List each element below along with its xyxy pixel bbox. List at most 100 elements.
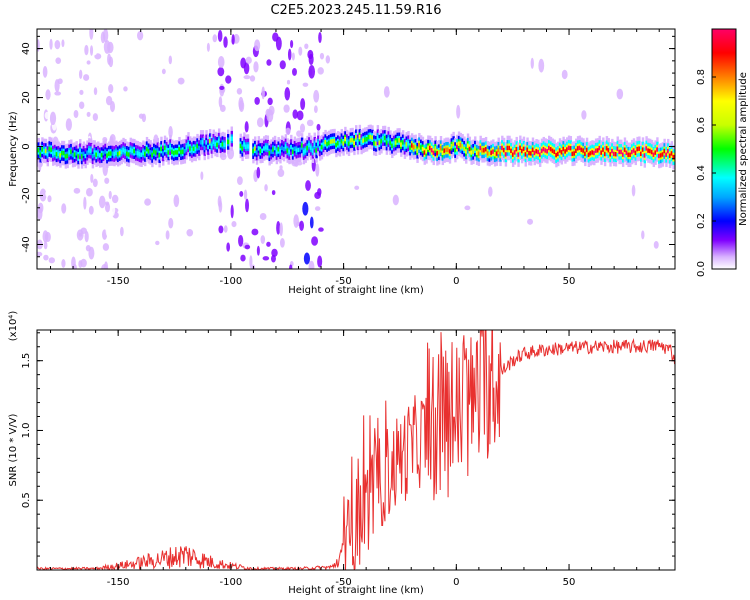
- ridge-cell: [364, 137, 367, 142]
- snr-line: [37, 330, 675, 570]
- ridge-cell: [486, 151, 490, 156]
- noise-speck: [111, 61, 116, 76]
- ridge-cell: [472, 149, 475, 155]
- noise-speck: [389, 82, 396, 95]
- noise-speck: [284, 87, 291, 101]
- ridge-cell: [167, 150, 170, 155]
- noise-speck: [105, 95, 113, 106]
- ridge-cell: [46, 151, 50, 157]
- ridge-cell: [282, 146, 286, 152]
- ridge-cell: [428, 145, 432, 151]
- ridge-cell: [584, 151, 587, 157]
- noise-speck: [123, 86, 128, 92]
- ridge-cell: [441, 150, 444, 156]
- ridge-cell: [82, 151, 86, 156]
- noise-speck: [287, 48, 292, 61]
- ridge-cell: [266, 145, 270, 150]
- ridge-cell: [216, 142, 219, 148]
- noise-speck: [61, 259, 66, 268]
- noise-speck: [141, 113, 147, 123]
- ridge-cell: [327, 140, 331, 146]
- ridge-cell: [324, 139, 327, 145]
- noise-speck: [45, 89, 51, 100]
- ridge-cell: [412, 145, 416, 150]
- noise-speck: [109, 203, 116, 217]
- ridge-cell: [564, 149, 567, 154]
- ridge-cell: [474, 146, 477, 151]
- ridge-cell: [636, 146, 639, 152]
- ridge-cell: [475, 150, 479, 155]
- noise-speck: [39, 188, 47, 202]
- colorbar-tick-label: 0.8: [696, 69, 707, 85]
- ridge-cell: [661, 152, 665, 157]
- ridge-cell: [625, 150, 628, 155]
- noise-speck: [37, 65, 44, 70]
- ridge-cell: [116, 152, 120, 157]
- noise-speck: [78, 69, 83, 79]
- colorbar-ticks: 0.0 0.2 0.4 0.6 0.8: [696, 69, 716, 277]
- ridge-cell: [203, 145, 206, 151]
- noise-speck: [102, 243, 110, 251]
- noise-speck: [354, 185, 360, 190]
- ridge-cell: [578, 145, 582, 151]
- ridge-cell: [246, 144, 250, 149]
- y-tick-label: -40: [21, 236, 32, 252]
- noise-speck: [291, 52, 295, 61]
- ridge-cell: [163, 145, 167, 151]
- ridge-cell: [557, 151, 560, 157]
- ridge-cell: [185, 145, 188, 150]
- ridge-cell: [403, 144, 407, 149]
- ridge-cell: [48, 146, 51, 152]
- noise-speck: [279, 60, 286, 70]
- ridge-cell: [421, 146, 425, 152]
- noise-speck: [102, 29, 109, 43]
- x-tick-label: -100: [220, 276, 243, 287]
- noise-speck: [238, 96, 244, 111]
- noise-speck: [308, 64, 316, 79]
- ridge-cell: [145, 146, 149, 152]
- noise-speck: [104, 202, 111, 213]
- ridge-cell: [483, 148, 486, 153]
- ridge-cell: [136, 151, 140, 156]
- noise-speck: [79, 89, 84, 95]
- ridge-cell: [551, 148, 555, 153]
- noise-speck: [527, 218, 534, 225]
- y-tick-label: 20: [21, 91, 32, 104]
- figure-title: C2E5.2023.245.11.59.R16: [270, 3, 441, 18]
- noise-speck: [104, 177, 110, 184]
- ridge-cell: [427, 145, 430, 150]
- ridge-cell: [409, 145, 412, 150]
- noise-speck: [293, 214, 299, 228]
- ridge-cell: [365, 137, 369, 142]
- noise-speck: [231, 34, 235, 45]
- noise-speck: [83, 196, 87, 210]
- ridge-cell: [61, 150, 64, 156]
- noise-speck: [296, 110, 304, 121]
- snr-xlabel: Height of straight line (km): [288, 585, 424, 596]
- noise-speck: [236, 87, 243, 95]
- ridge-cell: [77, 154, 80, 159]
- ridge-cell: [308, 142, 311, 148]
- ridge-cell: [349, 138, 353, 143]
- noise-speck: [49, 38, 53, 50]
- ridge-cell: [212, 139, 215, 145]
- ridge-cell: [614, 152, 618, 157]
- ridge-cell: [243, 142, 246, 147]
- noise-speck: [561, 69, 568, 80]
- ridge-cell: [95, 152, 98, 157]
- ridge-cell: [190, 147, 194, 153]
- ridge-cell: [513, 150, 517, 155]
- ridge-cell: [142, 150, 145, 155]
- ridge-cell: [643, 153, 646, 158]
- spectrogram-ylabel: Frequency (Hz): [8, 111, 19, 187]
- ridge-cell: [230, 136, 233, 141]
- snr-ticks: -150 -100 -50 0 50 0.5 1.0 1.5: [21, 330, 675, 588]
- x-tick-label: -150: [107, 276, 130, 287]
- noise-speck: [121, 257, 127, 266]
- ridge-cell: [672, 154, 675, 160]
- ridge-cell: [632, 148, 636, 153]
- ridge-cell: [326, 141, 329, 147]
- ridge-cell: [374, 141, 378, 146]
- ridge-cell: [481, 148, 484, 153]
- snr-frame: [36, 329, 676, 571]
